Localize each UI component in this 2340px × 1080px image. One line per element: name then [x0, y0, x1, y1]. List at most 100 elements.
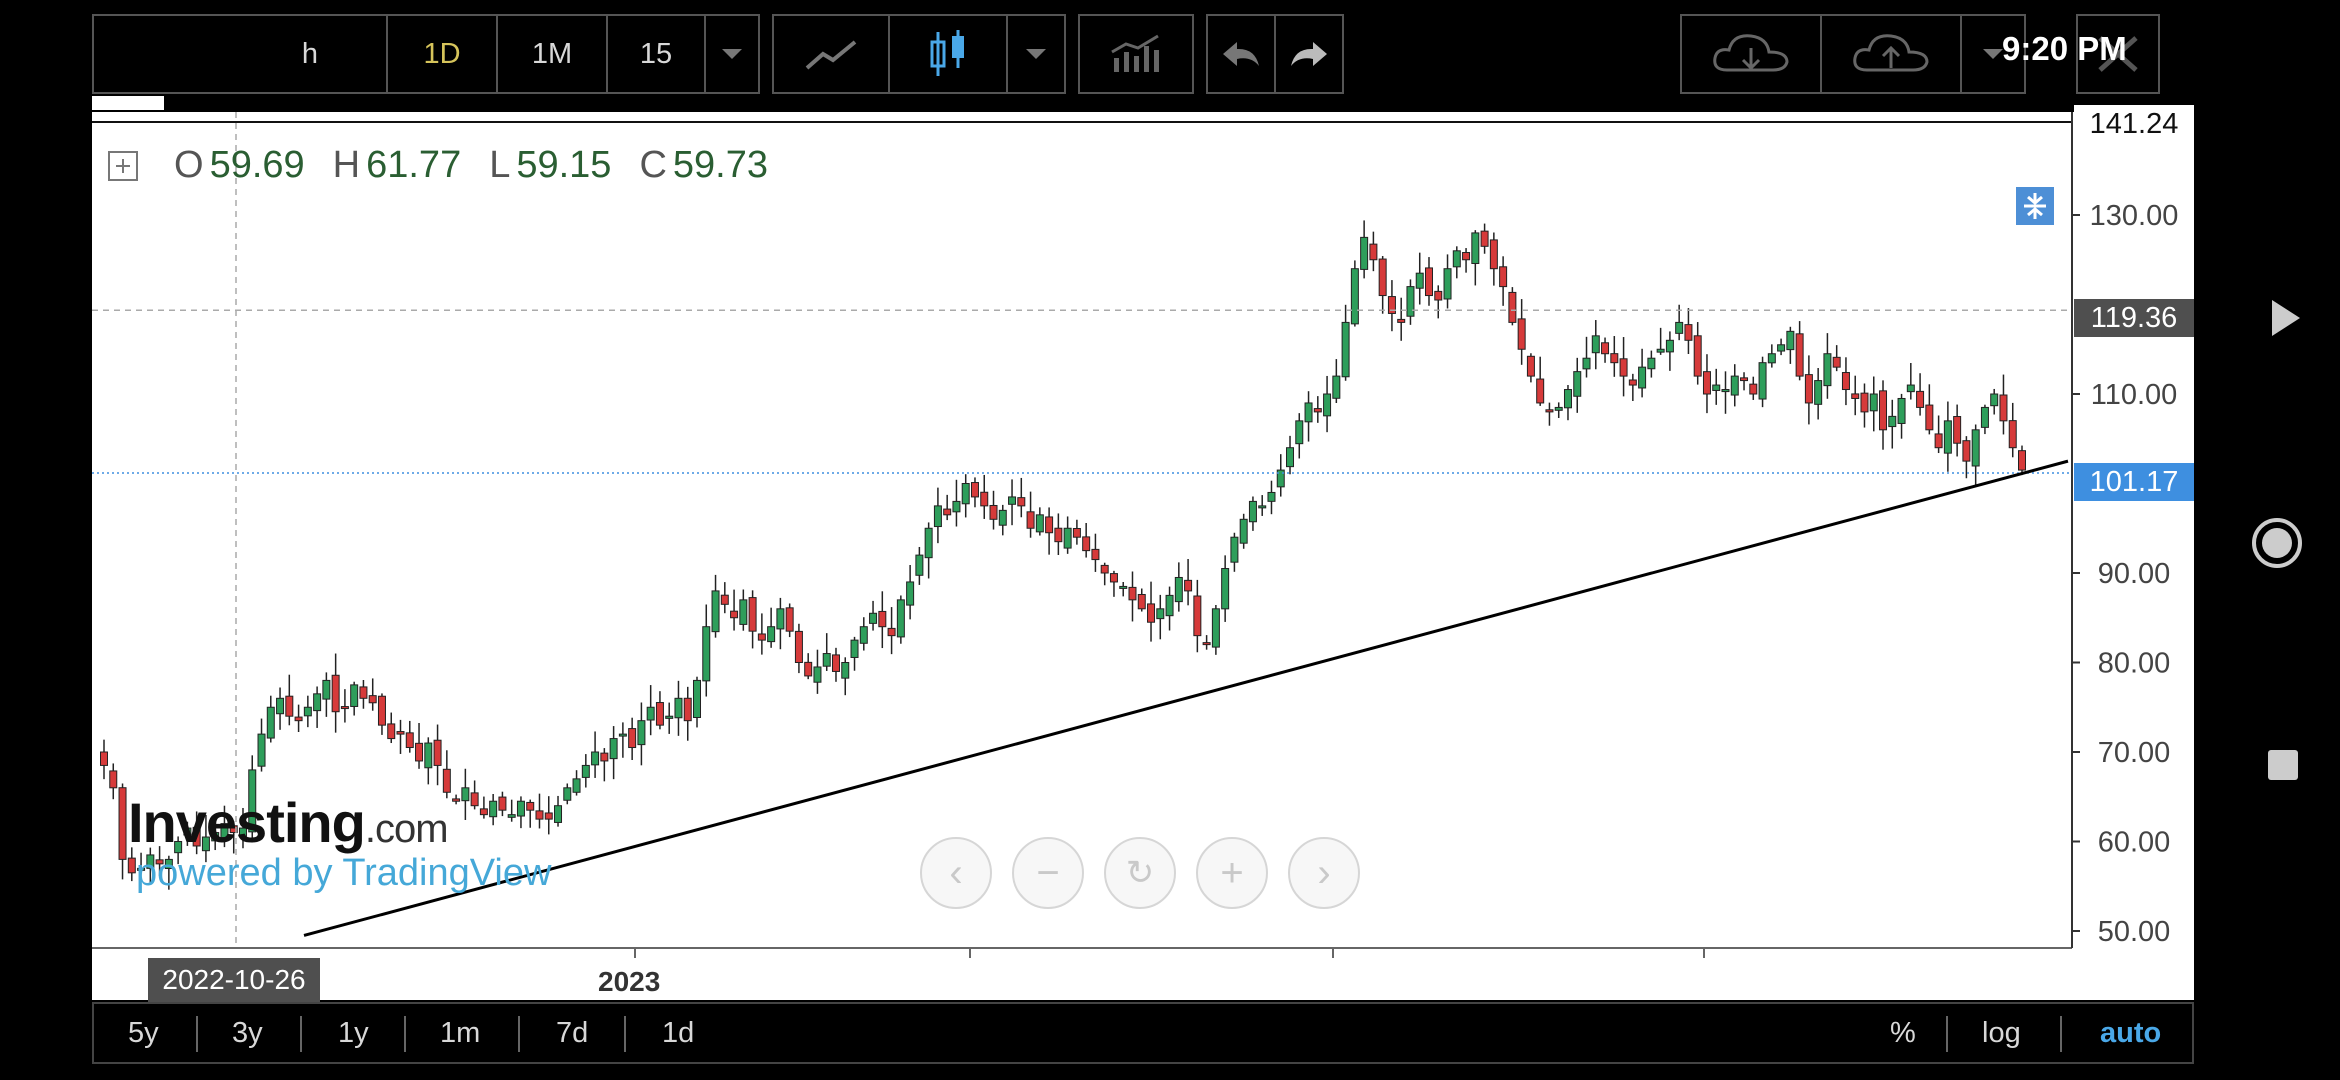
interval-1m-button[interactable]: 1M: [498, 16, 608, 92]
indicators-button[interactable]: [1080, 16, 1192, 92]
percent-scale-button[interactable]: %: [1890, 1017, 1916, 1049]
candle-body: [1137, 593, 1146, 610]
candle-body: [1424, 267, 1433, 297]
chart-scroll-handle[interactable]: [92, 96, 164, 110]
close-button[interactable]: [2076, 14, 2160, 94]
range-1y-button[interactable]: 1y: [338, 1017, 369, 1049]
candle-body: [1832, 356, 1841, 368]
line-chart-icon: [805, 40, 857, 70]
trendline: [303, 459, 2069, 937]
candle-body: [1656, 348, 1665, 353]
home-nav-icon[interactable]: [2250, 516, 2304, 570]
candle-body: [1730, 375, 1739, 396]
scroll-right-button[interactable]: ›: [1288, 837, 1360, 909]
cloud-dropdown-button[interactable]: [1962, 16, 2024, 92]
candle-body: [350, 684, 359, 707]
date-ticks: [634, 948, 1705, 958]
range-1m-button[interactable]: 1m: [440, 1017, 481, 1049]
candle-body: [804, 661, 813, 677]
candle-body: [628, 728, 637, 749]
back-nav-icon[interactable]: [2268, 298, 2304, 338]
candle-body: [841, 662, 850, 679]
candle-body: [2008, 420, 2017, 449]
candle-body: [1517, 318, 1526, 350]
candle-body: [1313, 408, 1322, 413]
powered-by-text: powered by TradingView: [136, 852, 552, 894]
candle-body: [507, 814, 516, 818]
candle-body: [961, 483, 970, 505]
candle-body: [711, 590, 720, 633]
candle-body: [998, 509, 1007, 526]
candle-series: [100, 220, 2026, 890]
candle-body: [693, 679, 702, 718]
candle-body: [730, 610, 739, 619]
interval-1d-button[interactable]: 1D: [388, 16, 498, 92]
interval-15-button[interactable]: 15: [608, 16, 706, 92]
candle-body: [201, 836, 210, 852]
candle-body: [1601, 342, 1610, 355]
interval-dropdown-button[interactable]: [706, 16, 758, 92]
candle-body: [1925, 404, 1934, 431]
zoom-out-button[interactable]: −: [1012, 837, 1084, 909]
candle-body: [1035, 514, 1044, 533]
candle-body: [1879, 390, 1888, 431]
range-separator: [196, 1016, 198, 1052]
close-label: C: [639, 144, 667, 186]
undo-button[interactable]: [1208, 16, 1276, 92]
redo-button[interactable]: [1276, 16, 1342, 92]
candle-body: [1702, 371, 1711, 395]
candle-body: [1267, 491, 1276, 502]
candle-body: [276, 697, 285, 715]
collapse-pane-button[interactable]: [2016, 187, 2054, 225]
collapse-icon: [2024, 193, 2046, 219]
range-1d-button[interactable]: 1d: [662, 1017, 695, 1049]
interval-hidden-button[interactable]: h: [94, 16, 388, 92]
price-tick-label: 80.00: [2098, 648, 2171, 680]
auto-scale-button[interactable]: auto: [2100, 1017, 2162, 1049]
range-separator: [2060, 1016, 2062, 1052]
candle-body: [1239, 518, 1248, 544]
indicators-icon: [1111, 34, 1159, 72]
candle-body: [470, 792, 479, 807]
candle-body: [924, 527, 933, 559]
candle-body: [1276, 469, 1285, 488]
scroll-left-button[interactable]: ‹: [920, 837, 992, 909]
price-tick-label: 60.00: [2098, 827, 2171, 859]
candle-body: [702, 626, 711, 682]
candle-body: [1647, 357, 1656, 370]
candle-body: [1397, 318, 1406, 323]
zoom-in-button[interactable]: +: [1196, 837, 1268, 909]
range-7d-button[interactable]: 7d: [556, 1017, 589, 1049]
candle-body: [1026, 511, 1035, 529]
cloud-upload-button[interactable]: [1822, 16, 1962, 92]
candle-body: [1693, 335, 1702, 377]
chart-type-dropdown-button[interactable]: [1008, 16, 1064, 92]
log-scale-button[interactable]: log: [1982, 1017, 2021, 1049]
candle-body: [331, 674, 340, 713]
range-3y-button[interactable]: 3y: [232, 1017, 263, 1049]
reset-button[interactable]: ↻: [1104, 837, 1176, 909]
candle-body: [674, 697, 683, 719]
candle-body: [238, 827, 247, 837]
candle-body: [1591, 335, 1600, 354]
candle-body: [1193, 595, 1202, 637]
candle-body: [174, 841, 183, 854]
recents-nav-icon[interactable]: [2266, 748, 2300, 782]
candle-body: [359, 686, 368, 699]
candle-body: [415, 742, 424, 762]
cloud-download-button[interactable]: [1682, 16, 1822, 92]
range-separator: [404, 1016, 406, 1052]
candle-body: [906, 581, 915, 606]
candle-body: [896, 599, 905, 638]
candle-body: [655, 702, 664, 726]
range-5y-button[interactable]: 5y: [128, 1017, 159, 1049]
candle-body: [554, 805, 563, 823]
line-chart-button[interactable]: [774, 16, 890, 92]
candle-body: [211, 832, 220, 842]
candlestick-button[interactable]: [890, 16, 1008, 92]
legend-toggle-icon[interactable]: [108, 150, 138, 181]
candle-body: [767, 626, 776, 643]
candle-body: [1508, 291, 1517, 323]
candle-body: [387, 723, 396, 740]
chart-panel[interactable]: [92, 112, 2194, 952]
